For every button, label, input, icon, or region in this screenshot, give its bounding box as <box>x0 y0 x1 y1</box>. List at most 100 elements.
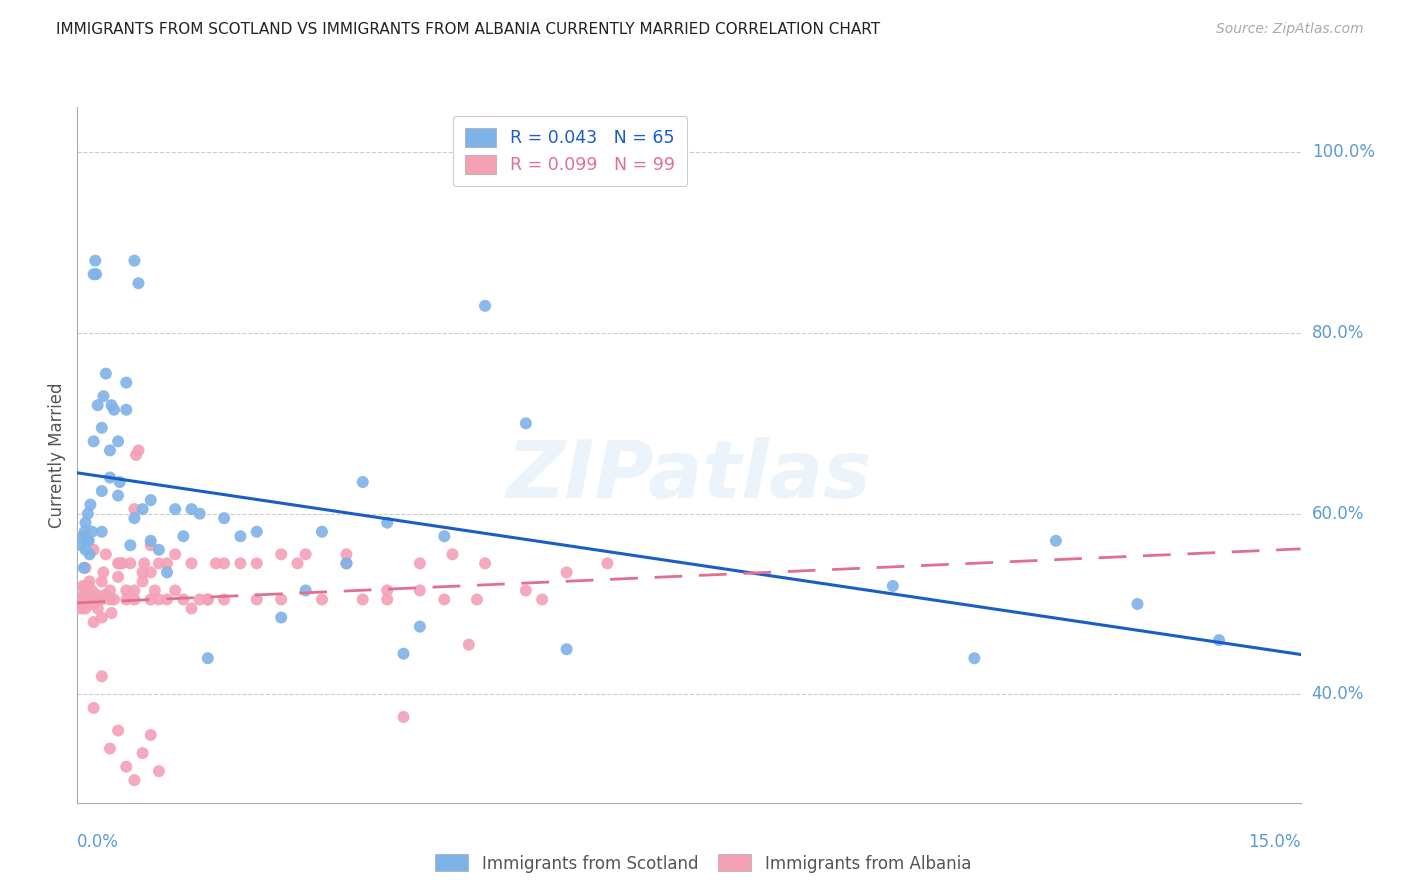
Point <box>409 619 432 633</box>
Point <box>80 524 103 539</box>
Point <box>83 267 105 281</box>
Point <box>457 638 479 652</box>
Legend: Immigrants from Scotland, Immigrants from Albania: Immigrants from Scotland, Immigrants fro… <box>429 847 977 880</box>
Point <box>188 592 211 607</box>
Point <box>212 557 235 571</box>
Point <box>156 557 179 571</box>
Point <box>77 588 100 602</box>
Point <box>69 597 91 611</box>
Point <box>131 574 153 589</box>
Point <box>335 557 357 571</box>
Point <box>124 592 146 607</box>
Point <box>111 557 134 571</box>
Point <box>115 583 138 598</box>
Point <box>352 592 374 607</box>
Point <box>77 507 100 521</box>
Point <box>76 579 98 593</box>
Point <box>93 566 115 580</box>
Point <box>115 592 138 607</box>
Point <box>108 557 131 571</box>
Point <box>79 592 101 607</box>
Point <box>143 583 166 598</box>
Point <box>83 701 105 715</box>
Point <box>120 557 142 571</box>
Point <box>212 511 235 525</box>
Point <box>83 542 105 557</box>
Point <box>270 592 292 607</box>
Point <box>98 470 121 484</box>
Point <box>294 547 316 561</box>
Point <box>392 710 415 724</box>
Point <box>98 592 121 607</box>
Point <box>156 592 179 607</box>
Point <box>124 511 146 525</box>
Point <box>79 547 101 561</box>
Point <box>90 574 112 589</box>
Point <box>1126 597 1149 611</box>
Point <box>107 723 129 738</box>
Text: Source: ZipAtlas.com: Source: ZipAtlas.com <box>1216 22 1364 37</box>
Text: 40.0%: 40.0% <box>1312 685 1364 704</box>
Point <box>93 389 115 403</box>
Point <box>474 557 496 571</box>
Point <box>90 610 112 624</box>
Point <box>107 557 129 571</box>
Point <box>134 557 156 571</box>
Point <box>139 566 162 580</box>
Text: 15.0%: 15.0% <box>1249 833 1301 851</box>
Point <box>83 434 105 449</box>
Text: 80.0%: 80.0% <box>1312 324 1364 342</box>
Point <box>70 592 93 607</box>
Point <box>205 557 228 571</box>
Point <box>83 597 105 611</box>
Point <box>75 542 97 557</box>
Point <box>139 533 162 548</box>
Point <box>270 547 292 561</box>
Point <box>124 773 146 788</box>
Point <box>70 601 93 615</box>
Point <box>84 267 107 281</box>
Point <box>131 746 153 760</box>
Point <box>84 592 107 607</box>
Point <box>139 538 162 552</box>
Point <box>409 583 432 598</box>
Point <box>246 592 269 607</box>
Point <box>882 579 904 593</box>
Text: IMMIGRANTS FROM SCOTLAND VS IMMIGRANTS FROM ALBANIA CURRENTLY MARRIED CORRELATIO: IMMIGRANTS FROM SCOTLAND VS IMMIGRANTS F… <box>56 22 880 37</box>
Y-axis label: Currently Married: Currently Married <box>48 382 66 528</box>
Point <box>90 484 112 499</box>
Point <box>124 253 146 268</box>
Point <box>75 516 97 530</box>
Point <box>433 529 456 543</box>
Point <box>73 524 96 539</box>
Point <box>79 498 101 512</box>
Point <box>515 583 537 598</box>
Point <box>84 253 107 268</box>
Point <box>963 651 986 665</box>
Point <box>107 489 129 503</box>
Point <box>197 592 219 607</box>
Point <box>94 547 117 561</box>
Point <box>115 376 138 390</box>
Point <box>311 524 333 539</box>
Point <box>94 588 117 602</box>
Point <box>94 367 117 381</box>
Text: 60.0%: 60.0% <box>1312 505 1364 523</box>
Point <box>90 669 112 683</box>
Point <box>335 547 357 561</box>
Point <box>352 475 374 489</box>
Point <box>73 583 96 598</box>
Point <box>90 421 112 435</box>
Point <box>375 583 398 598</box>
Point <box>75 592 97 607</box>
Point <box>98 741 121 756</box>
Point <box>103 592 125 607</box>
Point <box>139 493 162 508</box>
Point <box>77 597 100 611</box>
Point <box>165 583 187 598</box>
Point <box>212 592 235 607</box>
Point <box>246 524 269 539</box>
Point <box>465 592 488 607</box>
Point <box>375 592 398 607</box>
Point <box>474 299 496 313</box>
